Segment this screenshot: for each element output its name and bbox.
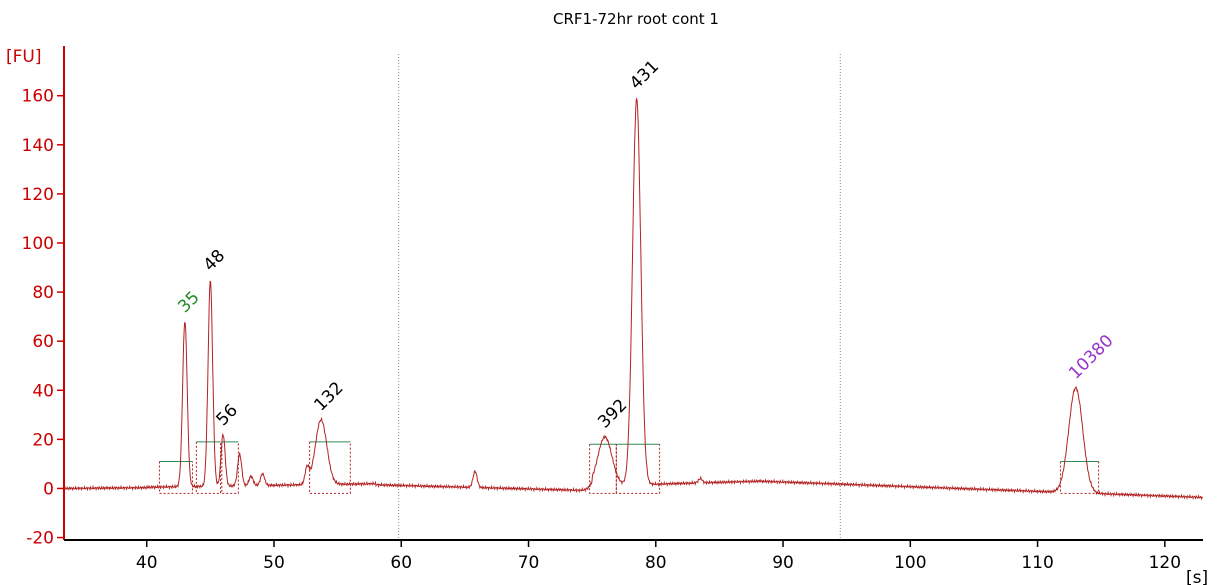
y-tick-label-40: 40 — [32, 381, 54, 401]
x-axis-unit: [s] — [1186, 568, 1208, 585]
y-tick-label-100: 100 — [22, 234, 54, 254]
y-tick-label-120: 120 — [22, 185, 54, 205]
x-tick-label-100: 100 — [894, 553, 926, 573]
y-tick-label-0: 0 — [43, 479, 54, 499]
y-tick-label-160: 160 — [22, 87, 54, 107]
tick-labels: -20 0 20 40 60 80 100 120 140 160 40 50 60 70 80 90 100 1… — [22, 87, 1182, 573]
x-tick-label-120: 120 — [1149, 553, 1181, 573]
peak-region-392 — [589, 444, 617, 494]
peak-label-56: 56 — [212, 401, 241, 430]
tick-marks — [57, 94, 1166, 547]
y-axis-unit: [FU] — [6, 47, 42, 67]
axes — [63, 46, 1203, 541]
peak-region-132 — [309, 441, 351, 494]
electropherogram-trace — [63, 97, 1203, 501]
peak-label-132: 132 — [310, 378, 347, 415]
peak-label-48: 48 — [200, 246, 229, 275]
chart-title: CRF1-72hr root cont 1 — [553, 10, 719, 28]
peak-labels: 35 48 56 132 392 431 10380 — [174, 57, 1117, 433]
peak-label-10380: 10380 — [1065, 331, 1117, 383]
x-tick-label-60: 60 — [390, 553, 412, 573]
peak-label-35: 35 — [174, 288, 203, 317]
peak-region-56 — [221, 441, 239, 494]
y-tick-label-60: 60 — [32, 332, 54, 352]
x-tick-label-50: 50 — [263, 553, 285, 573]
x-tick-label-70: 70 — [518, 553, 540, 573]
y-tick-label-80: 80 — [32, 283, 54, 303]
x-tick-label-90: 90 — [772, 553, 794, 573]
x-tick-label-80: 80 — [645, 553, 667, 573]
y-tick-label-20: 20 — [32, 430, 54, 450]
peak-label-431: 431 — [626, 57, 663, 94]
peak-integration-regions — [158, 441, 1100, 494]
y-tick-label-140: 140 — [22, 136, 54, 156]
x-tick-label-110: 110 — [1021, 553, 1053, 573]
x-tick-label-40: 40 — [136, 553, 158, 573]
peak-label-392: 392 — [594, 395, 631, 432]
peak-region-35 — [158, 461, 194, 494]
peak-region-10380 — [1059, 461, 1100, 494]
region-dividers — [398, 54, 841, 540]
peak-region-431 — [615, 444, 661, 494]
y-tick-label--20: -20 — [26, 529, 54, 549]
